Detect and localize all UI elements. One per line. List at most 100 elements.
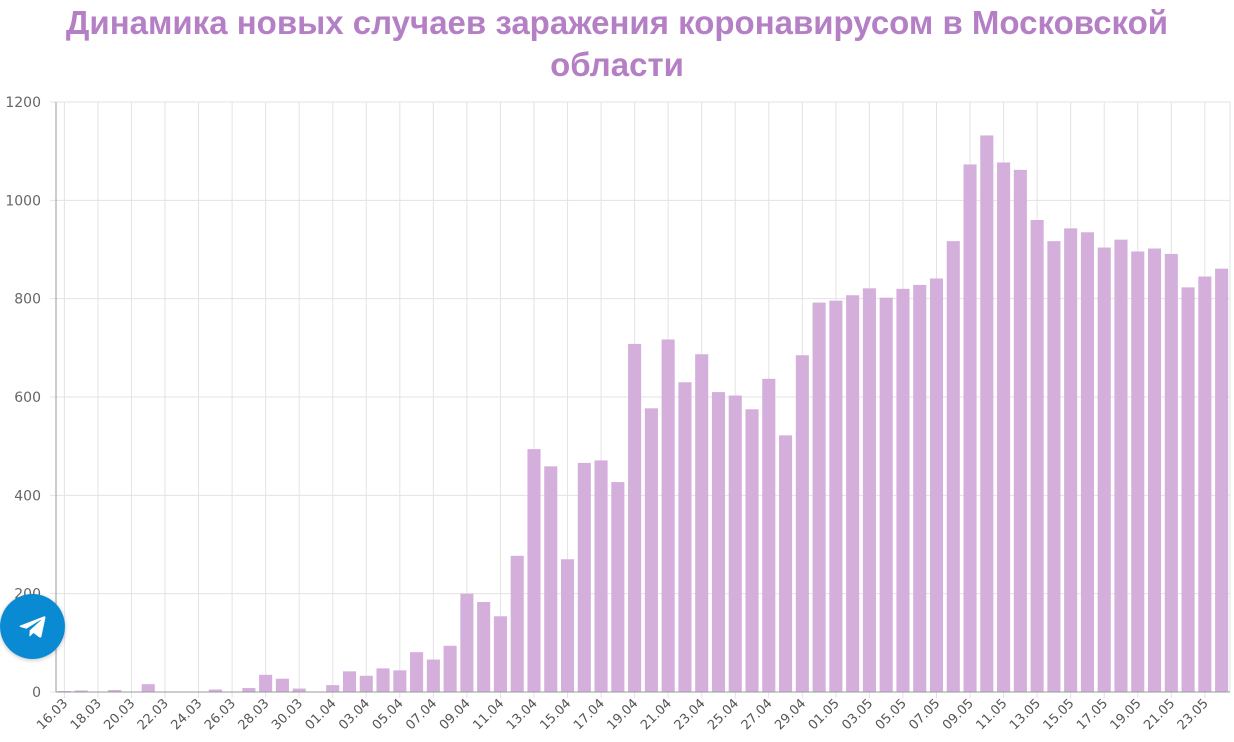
bars [57, 135, 1229, 693]
bar-20.05 [1147, 248, 1162, 692]
x-tick-label: 03.04 [336, 696, 373, 733]
bar-02.05 [846, 295, 860, 692]
bar-13.04 [527, 449, 541, 692]
bar-28.04 [779, 435, 793, 692]
bar-03.04 [359, 675, 373, 692]
bar-01.04 [326, 685, 340, 692]
telegram-share-button[interactable] [0, 594, 65, 659]
x-tick-label: 23.04 [672, 696, 709, 733]
bar-30.03 [292, 688, 306, 692]
y-tick-label: 400 [14, 488, 41, 504]
x-tick-label: 09.05 [940, 696, 977, 733]
bar-12.05 [1013, 169, 1027, 693]
bar-09.05 [963, 164, 977, 693]
y-tick-label: 1200 [5, 95, 41, 111]
x-tick-label: 23.05 [1175, 696, 1212, 733]
x-tick-label: 22.03 [135, 696, 172, 733]
bar-04.04 [376, 668, 390, 692]
bar-25.03 [208, 689, 222, 692]
x-tick-label: 25.04 [705, 696, 742, 733]
bar-30.04 [812, 302, 826, 692]
bar-18.04 [611, 482, 625, 692]
x-tick-label: 28.03 [236, 696, 273, 733]
bar-06.05 [913, 284, 927, 692]
bar-27.03 [242, 688, 256, 692]
chart-title-line-2: области [550, 46, 684, 83]
bar-20.04 [644, 408, 658, 692]
bar-28.03 [259, 674, 273, 692]
y-tick-label: 1000 [5, 193, 41, 209]
x-tick-label: 13.05 [1007, 696, 1044, 733]
x-tick-label: 18.03 [68, 696, 105, 733]
x-tick-label: 11.04 [470, 696, 507, 733]
bar-04.05 [879, 297, 893, 692]
x-tick-label: 30.03 [269, 696, 306, 733]
bar-26.04 [745, 409, 759, 692]
bar-11.05 [997, 162, 1011, 693]
bar-06.04 [410, 652, 424, 692]
bar-11.04 [493, 616, 507, 692]
bar-27.04 [762, 378, 776, 692]
bar-18.05 [1114, 239, 1128, 692]
x-tick-label: 15.04 [537, 696, 574, 733]
x-tick-label: 21.04 [638, 696, 675, 733]
x-tick-label: 07.04 [403, 696, 440, 733]
y-tick-label: 800 [14, 292, 41, 308]
bar-10.04 [477, 602, 491, 692]
x-tick-label: 20.03 [101, 696, 138, 733]
x-tick-label: 07.05 [906, 696, 943, 733]
x-tick-label: 26.03 [202, 696, 239, 733]
bar-05.05 [896, 288, 910, 692]
bar-14.04 [544, 466, 558, 692]
bar-07.04 [426, 659, 440, 692]
x-tick-label: 21.05 [1141, 696, 1178, 733]
x-tick-label: 09.04 [437, 696, 474, 733]
x-tick-label: 17.05 [1074, 696, 1111, 733]
y-tick-label: 0 [32, 685, 41, 701]
bar-14.05 [1047, 241, 1061, 692]
bar-17.03 [74, 690, 88, 692]
bar-21.04 [661, 339, 675, 692]
bar-23.04 [695, 354, 709, 692]
bar-22.04 [678, 382, 692, 692]
x-tick-label: 03.05 [839, 696, 876, 733]
bar-17.05 [1097, 247, 1111, 693]
bar-23.05 [1198, 276, 1212, 692]
bar-29.03 [275, 678, 289, 692]
bar-16.05 [1080, 232, 1094, 692]
bar-21.03 [141, 684, 155, 692]
x-tick-label: 24.03 [168, 696, 205, 733]
x-tick-label: 01.05 [806, 696, 843, 733]
chart-title: Динамика новых случаев заражения коронав… [0, 2, 1234, 86]
bar-16.04 [577, 462, 591, 692]
bar-19.04 [628, 343, 642, 692]
x-tick-label: 19.04 [605, 696, 642, 733]
bar-02.04 [342, 671, 357, 692]
bar-10.05 [980, 135, 994, 692]
bar-15.04 [560, 559, 575, 692]
bar-01.05 [829, 300, 843, 692]
bar-09.04 [460, 593, 474, 692]
y-tick-label: 600 [14, 390, 41, 406]
x-tick-label: 01.04 [303, 696, 340, 733]
x-tick-label: 29.04 [772, 696, 809, 733]
x-tick-label: 19.05 [1108, 696, 1145, 733]
bar-24.04 [711, 392, 726, 692]
x-tick-label: 05.04 [370, 696, 407, 733]
telegram-paper-plane-icon [19, 616, 46, 638]
bar-15.05 [1064, 228, 1078, 692]
chart-title-line-1: Динамика новых случаев заражения коронав… [65, 4, 1169, 41]
x-tick-label: 15.05 [1041, 696, 1078, 733]
x-tick-label: 17.04 [571, 696, 608, 733]
bar-17.04 [594, 460, 608, 692]
bar-08.05 [946, 241, 960, 692]
bar-25.04 [728, 395, 742, 692]
x-tick-label: 27.04 [739, 696, 776, 733]
bar-03.05 [862, 288, 876, 692]
x-tick-label: 05.05 [873, 696, 910, 733]
x-tick-label: 11.05 [973, 696, 1010, 733]
bar-05.04 [393, 670, 407, 692]
x-tick-label: 13.04 [504, 696, 541, 733]
bar-21.05 [1164, 253, 1178, 693]
